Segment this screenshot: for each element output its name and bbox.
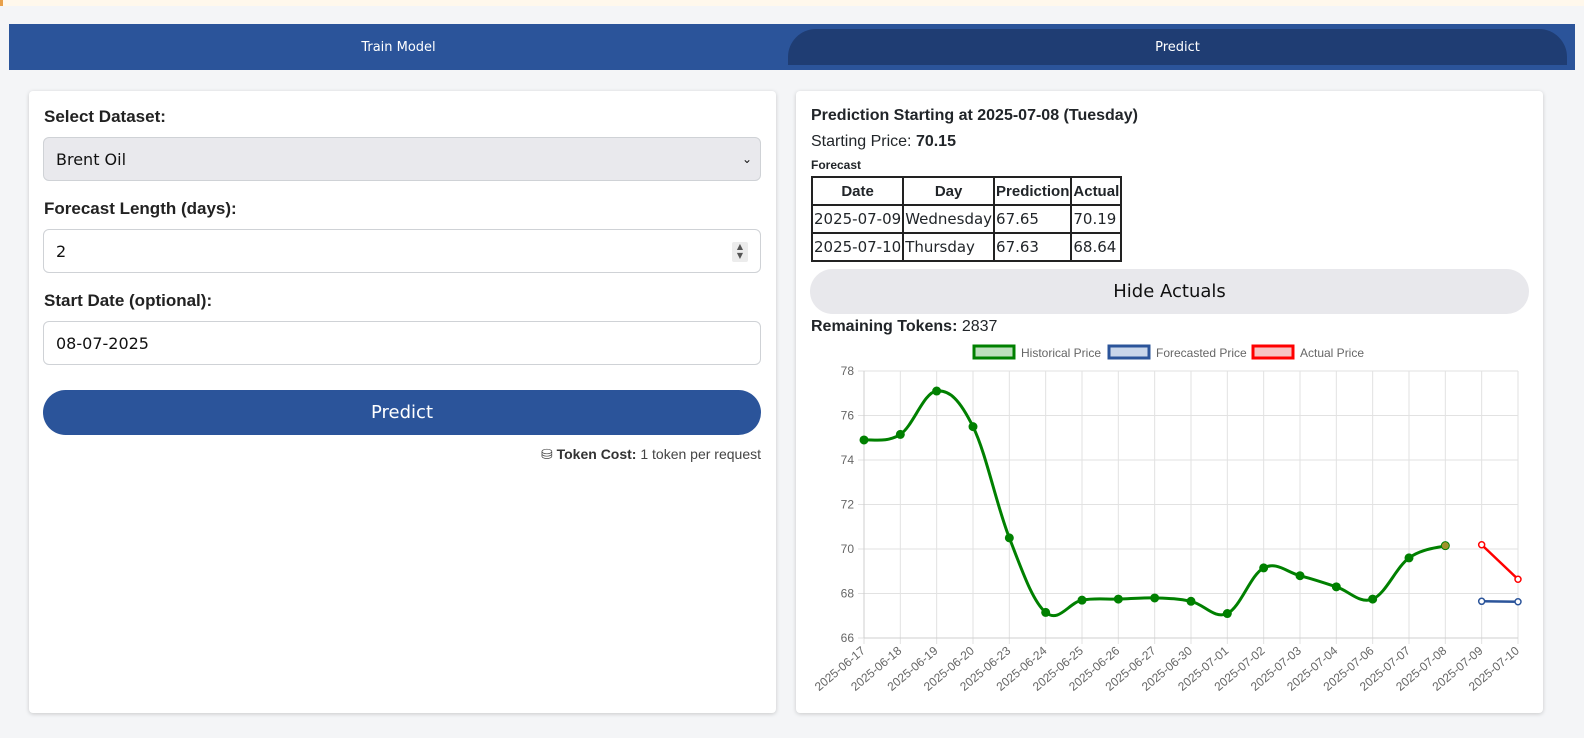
starting-price-label: Starting Price: <box>811 133 912 150</box>
actual-price-line <box>1480 543 1519 581</box>
cell-prediction: 67.65 <box>993 204 1073 234</box>
dataset-select[interactable]: Brent Oil ⌄ <box>43 137 761 181</box>
cell-prediction: 67.63 <box>993 232 1073 262</box>
y-tick-label: 70 <box>841 542 855 556</box>
forecast-length-value: 2 <box>56 241 67 261</box>
column-header-actual: Actual <box>1070 176 1123 206</box>
column-header-day: Day <box>902 176 996 206</box>
y-tick-label: 68 <box>841 587 855 601</box>
chevron-down-icon: ⌄ <box>741 152 752 166</box>
token-cost-text: 1 token per request <box>640 446 761 462</box>
historical-price-point <box>1368 594 1378 604</box>
historical-price-point <box>1404 553 1414 563</box>
dataset-select-value: Brent Oil <box>56 149 127 169</box>
table-row: 2025-07-10 Thursday 67.63 68.64 <box>810 232 1123 262</box>
historical-price-point <box>1440 541 1450 551</box>
table-header-row: Date Day Prediction Actual <box>810 176 1123 206</box>
historical-price-point <box>968 422 978 432</box>
y-tick-label: 76 <box>841 409 855 423</box>
forecast-caption: Forecast <box>811 158 862 172</box>
legend-label: Historical Price <box>1021 346 1101 360</box>
historical-price-point <box>1186 596 1196 606</box>
starting-price: Starting Price: 70.15 <box>811 133 956 151</box>
cell-day: Wednesday <box>902 204 996 234</box>
predict-form-card: Select Dataset: Brent Oil ⌄ Forecast Len… <box>29 91 776 713</box>
historical-price-point <box>1150 593 1160 603</box>
historical-price-point <box>1077 595 1087 605</box>
historical-price-point <box>1331 582 1341 592</box>
remaining-tokens-label: Remaining Tokens: <box>811 318 958 335</box>
historical-price-point <box>1295 571 1305 581</box>
y-tick-label: 72 <box>841 498 855 512</box>
prediction-result-card: Prediction Starting at 2025-07-08 (Tuesd… <box>796 91 1543 713</box>
historical-price-point <box>1041 607 1051 617</box>
dataset-label: Select Dataset: <box>44 107 166 126</box>
legend-swatch <box>1251 344 1295 360</box>
tab-bar: Train Model Predict <box>9 24 1575 70</box>
column-header-date: Date <box>810 176 905 206</box>
legend-swatch <box>972 344 1016 360</box>
forecast-length-label: Forecast Length (days): <box>44 199 237 218</box>
forecast-table: Date Day Prediction Actual 2025-07-09 We… <box>810 176 1123 262</box>
cell-actual: 68.64 <box>1070 232 1123 262</box>
start-date-label: Start Date (optional): <box>44 291 213 310</box>
forecasted-price-point <box>1514 597 1522 606</box>
historical-price-point <box>1113 594 1123 604</box>
legend-label: Actual Price <box>1300 346 1364 360</box>
actual-price-point <box>1514 575 1522 584</box>
historical-price-point <box>859 435 869 445</box>
column-header-prediction: Prediction <box>993 176 1073 206</box>
y-tick-label: 74 <box>841 453 855 467</box>
cell-date: 2025-07-10 <box>810 232 905 262</box>
legend-label: Forecasted Price <box>1156 346 1247 360</box>
y-tick-label: 78 <box>841 364 855 378</box>
historical-price-point <box>932 386 942 396</box>
legend-swatch <box>1107 344 1151 360</box>
price-chart: 666870727476782025-06-172025-06-182025-0… <box>812 344 1522 694</box>
historical-price-line <box>863 389 1446 618</box>
start-date-input[interactable]: 08-07-2025 <box>43 321 761 365</box>
token-cost-label: Token Cost: <box>556 446 637 462</box>
prediction-title: Prediction Starting at 2025-07-08 (Tuesd… <box>811 107 1138 124</box>
table-row: 2025-07-09 Wednesday 67.65 70.19 <box>810 204 1123 234</box>
cell-actual: 70.19 <box>1070 204 1123 234</box>
remaining-tokens-value: 2837 <box>961 318 998 335</box>
forecast-length-input[interactable]: 2 ▲ ▼ <box>43 229 761 273</box>
number-spinner-icon[interactable]: ▲ ▼ <box>732 242 748 262</box>
hide-actuals-button[interactable]: Hide Actuals <box>810 269 1529 314</box>
token-cost-note: ⛁ Token Cost: 1 token per request <box>541 446 761 463</box>
remaining-tokens: Remaining Tokens: 2837 <box>811 318 997 336</box>
cell-day: Thursday <box>902 232 996 262</box>
coins-icon: ⛁ <box>540 446 553 462</box>
predict-button[interactable]: Predict <box>43 390 761 435</box>
top-alert-strip <box>0 0 1584 6</box>
cell-date: 2025-07-09 <box>810 204 905 234</box>
historical-price-point <box>1004 533 1014 543</box>
historical-price-point <box>1222 609 1232 619</box>
start-date-value: 08-07-2025 <box>56 333 149 353</box>
tab-predict[interactable]: Predict <box>788 29 1567 65</box>
starting-price-value: 70.15 <box>915 133 956 150</box>
historical-price-point <box>1259 563 1269 573</box>
tab-train-model[interactable]: Train Model <box>361 39 436 55</box>
y-tick-label: 66 <box>841 631 855 645</box>
historical-price-point <box>895 429 905 439</box>
actual-price-point <box>1477 541 1486 549</box>
forecasted-price-point <box>1477 597 1486 606</box>
